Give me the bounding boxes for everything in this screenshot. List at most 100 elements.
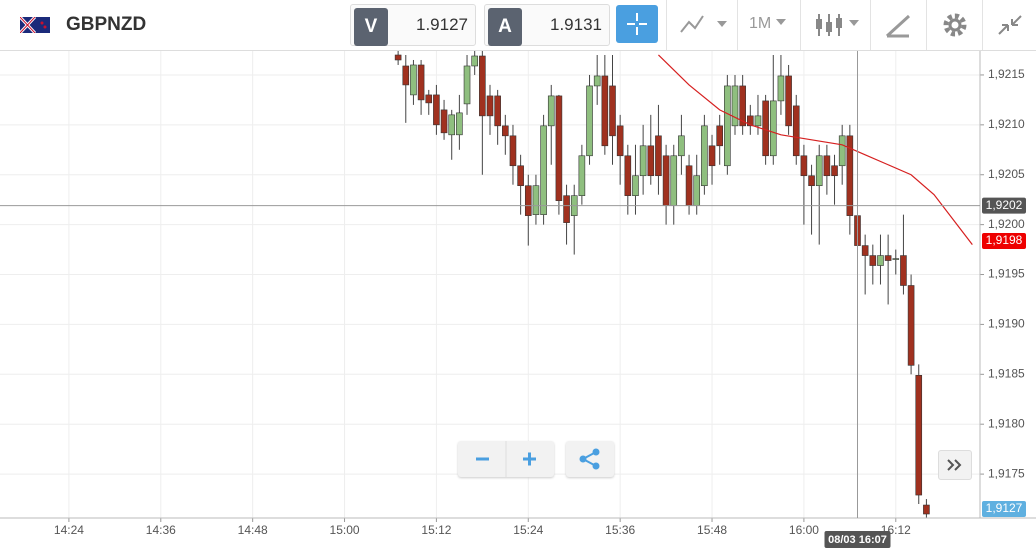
ask-box[interactable]: A 1.9131 [484, 4, 610, 46]
candle-body [456, 112, 463, 136]
candle-body [877, 255, 884, 266]
candle-body [815, 155, 823, 187]
candle-body [555, 95, 563, 201]
candle-body [578, 155, 586, 196]
candle-body [838, 135, 846, 167]
candle-body [915, 375, 923, 496]
crosshair-price: 1,9202 [986, 198, 1023, 212]
toolbar: GBPNZD V 1.9127 A 1.9131 1M [0, 0, 1036, 51]
y-tick-label: 1,9190 [988, 317, 1025, 331]
crosshair-time-bg [824, 531, 891, 548]
candle-body [593, 75, 601, 87]
candle-body [547, 95, 555, 127]
candle-body [884, 255, 892, 261]
candle-body [532, 185, 540, 215]
collapse-button[interactable] [982, 0, 1036, 50]
candle-body [448, 114, 456, 136]
crosshair-price-bg [982, 197, 1026, 214]
candle-body [747, 115, 754, 127]
candle-body [739, 85, 746, 127]
candle-body [831, 165, 838, 177]
candle-body [647, 145, 655, 177]
x-tick-label: 15:12 [421, 523, 451, 537]
ask-label: A [488, 8, 522, 46]
ask-price: 1.9131 [550, 15, 602, 34]
candle-body [479, 55, 486, 117]
draw-button[interactable] [870, 0, 926, 50]
settings-button[interactable] [926, 0, 982, 50]
candle-body [502, 125, 509, 137]
candle-body [639, 145, 647, 177]
crosshair-time: 08/03 16:07 [828, 534, 887, 546]
x-tick-label: 15:48 [697, 523, 727, 537]
candle-body [869, 255, 877, 266]
candle-body [861, 245, 869, 256]
candle-body [900, 255, 907, 286]
x-tick-label: 15:36 [605, 523, 635, 537]
bid-box[interactable]: V 1.9127 [350, 4, 476, 46]
y-tick-label: 1,9215 [988, 67, 1025, 81]
candle-body [754, 115, 762, 127]
scroll-latest-button[interactable] [938, 450, 972, 480]
candle-body [708, 145, 716, 167]
x-tick-label: 14:48 [238, 523, 268, 537]
bid-price-tag-bg [982, 501, 1026, 517]
x-tick-label: 14:36 [146, 523, 176, 537]
candle-body [693, 175, 701, 206]
y-tick-label: 1,9205 [988, 167, 1025, 181]
candle-body [655, 135, 662, 177]
x-tick-label: 16:00 [789, 523, 819, 537]
candle-body [563, 195, 570, 223]
candle-body [586, 85, 593, 157]
candle-body [609, 85, 616, 137]
timeframe-button[interactable]: 1M [737, 0, 800, 50]
candle-body [823, 155, 831, 177]
candle-body [540, 125, 547, 215]
y-tick-label: 1,9185 [988, 366, 1025, 380]
candle-body [601, 75, 609, 147]
candle-body [509, 135, 517, 167]
candle-body [463, 65, 471, 105]
zoom-controls[interactable] [458, 441, 554, 477]
candle-body [701, 125, 708, 187]
moving-average [658, 54, 973, 245]
candle-body [800, 155, 808, 177]
last-price: 1,9198 [986, 233, 1023, 247]
candle-body [425, 94, 433, 104]
candle-body [785, 75, 792, 127]
x-tick-label: 15:24 [513, 523, 543, 537]
share-button[interactable] [566, 441, 614, 477]
candle-body [769, 100, 777, 157]
candle-body [433, 94, 440, 126]
candle-body [731, 85, 739, 127]
candle-body [494, 95, 501, 127]
candle-body [471, 55, 478, 67]
candle-body [624, 155, 632, 196]
candle-body [632, 175, 639, 196]
candle-body [892, 258, 900, 260]
symbol: GBPNZD [66, 14, 147, 35]
candle-body [762, 100, 769, 157]
candle-style-button[interactable] [800, 0, 871, 50]
candle-body [417, 64, 425, 101]
bid-price-tag: 1,9127 [986, 501, 1023, 515]
candle-body [724, 85, 731, 167]
y-tick-label: 1,9210 [988, 117, 1025, 131]
chart: 1,9175 1,9180 1,9185 1,9190 1,9195 1,9200 1,92… [0, 51, 1036, 548]
candle-body [662, 155, 670, 206]
crosshair-button[interactable] [616, 5, 658, 43]
flag-icon [20, 17, 50, 33]
candle-body [486, 95, 494, 117]
candle-body [616, 125, 624, 157]
y-tick-label: 1,9200 [988, 217, 1025, 231]
candle-body [410, 64, 417, 96]
candle-body [524, 185, 532, 216]
y-tick-label: 1,9180 [988, 416, 1025, 430]
candle-body [685, 165, 693, 206]
last-price-bg [982, 233, 1026, 249]
x-tick-label: 15:00 [330, 523, 360, 537]
candle-body [907, 285, 915, 366]
chart-type-button[interactable] [666, 0, 737, 50]
candle-body [846, 135, 854, 216]
timeframe: 1M [749, 15, 772, 32]
